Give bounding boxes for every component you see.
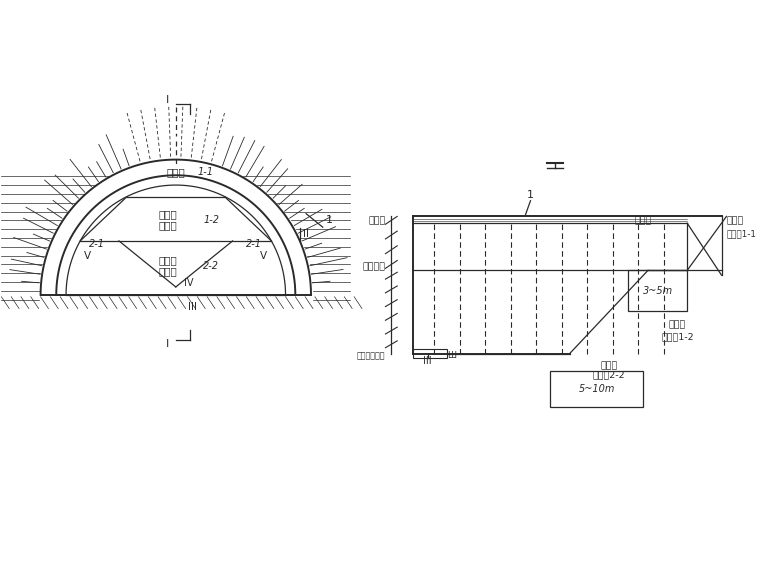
Text: 核心土2-2: 核心土2-2 <box>593 370 625 380</box>
Text: 2-1: 2-1 <box>90 239 106 249</box>
Text: II: II <box>303 229 309 239</box>
Text: V: V <box>261 251 268 260</box>
Text: 2-1: 2-1 <box>246 239 262 249</box>
Text: 上台阶1-1: 上台阶1-1 <box>727 230 756 239</box>
Text: 1: 1 <box>326 215 333 225</box>
Text: 1-2: 1-2 <box>203 215 219 225</box>
Text: 核心土1-2: 核心土1-2 <box>661 332 694 341</box>
Text: I: I <box>166 339 169 349</box>
Bar <box>413 349 447 359</box>
Text: 1: 1 <box>527 190 534 200</box>
Bar <box>629 270 687 311</box>
Text: 1-1: 1-1 <box>198 168 214 177</box>
Text: 仰拱初期支护: 仰拱初期支护 <box>357 351 385 360</box>
Text: 掌子面: 掌子面 <box>727 217 744 226</box>
Text: 上台阶: 上台阶 <box>159 209 177 219</box>
Text: 下台阶: 下台阶 <box>600 361 617 370</box>
Bar <box>550 371 643 408</box>
Text: Ш: Ш <box>448 351 457 360</box>
Text: 上台阶: 上台阶 <box>669 321 686 329</box>
Text: 初期支护: 初期支护 <box>363 262 385 271</box>
Text: 上台阶: 上台阶 <box>166 168 185 177</box>
Text: V: V <box>84 251 91 260</box>
Text: 2-2: 2-2 <box>203 262 219 271</box>
Text: 钢拱架: 钢拱架 <box>369 216 385 225</box>
Text: I: I <box>166 95 169 105</box>
Text: III: III <box>188 302 197 312</box>
Text: III: III <box>423 356 432 367</box>
Text: 下台阶: 下台阶 <box>159 255 177 266</box>
Text: 核心土: 核心土 <box>159 266 177 276</box>
Text: IV: IV <box>184 278 193 288</box>
Text: 5~10m: 5~10m <box>578 384 615 394</box>
Text: 3~5m: 3~5m <box>643 286 673 296</box>
Text: 上台阶: 上台阶 <box>635 216 652 225</box>
Text: 核心土: 核心土 <box>159 220 177 230</box>
